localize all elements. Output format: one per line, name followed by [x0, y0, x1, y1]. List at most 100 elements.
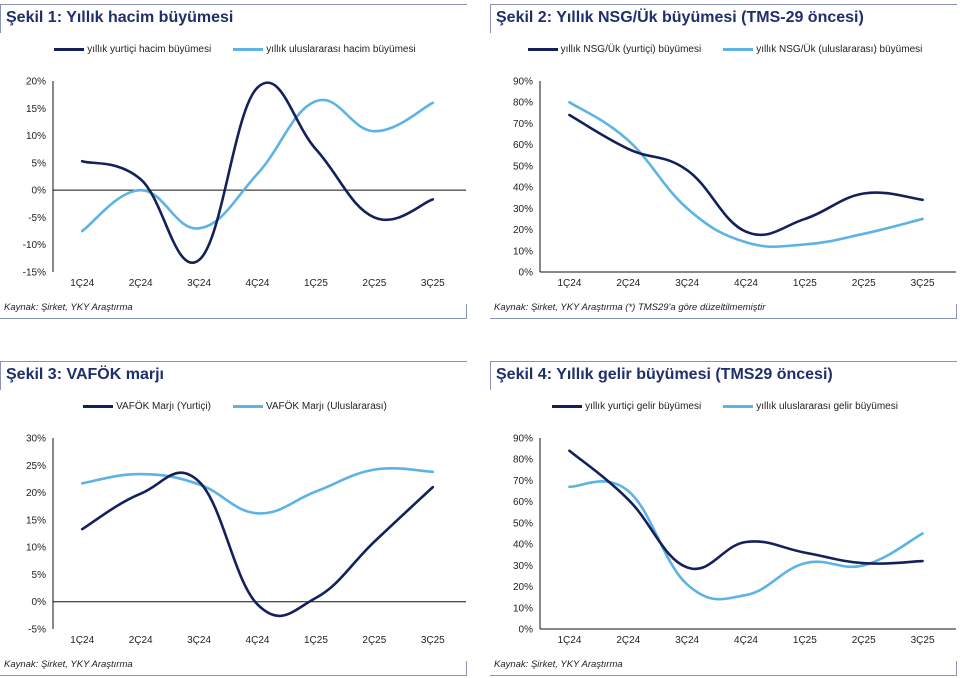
- legend-item-domestic: VAFÖK Marjı (Yurtiçi): [83, 401, 211, 412]
- y-tick-label: -5%: [28, 213, 46, 224]
- chart-panel-1: Şekil 1: Yıllık hacim büyümesi yıllık yu…: [0, 0, 470, 320]
- chart-source: Kaynak: Şirket, YKY Araştırma (*) TMS29'…: [494, 302, 766, 313]
- y-tick-label: 90%: [513, 434, 533, 445]
- series-line-international: [568, 100, 924, 248]
- y-tick-label: 70%: [513, 476, 533, 487]
- x-tick-label: 3Ç24: [187, 278, 211, 289]
- x-tick-label: 3Ç25: [911, 278, 935, 289]
- series-line-international: [80, 98, 435, 233]
- title-frame: [0, 361, 467, 390]
- x-tick-label: 1Ç25: [304, 635, 328, 646]
- chart-legend: yıllık NSG/Ük (yurtiçi) büyümesi yıllık …: [490, 44, 960, 55]
- y-tick-label: -15%: [23, 268, 46, 279]
- legend-label: yıllık NSG/Ük (uluslararası) büyümesi: [756, 44, 923, 55]
- x-tick-label: 3Ç24: [675, 635, 699, 646]
- legend-swatch-international: [232, 405, 263, 408]
- chart-legend: VAFÖK Marjı (Yurtiçi) VAFÖK Marjı (Ulusl…: [0, 401, 470, 412]
- y-tick-label: 60%: [513, 497, 533, 508]
- x-tick-label: 4Ç24: [734, 635, 758, 646]
- legend-item-international: yıllık NSG/Ük (uluslararası) büyümesi: [723, 44, 922, 55]
- chart-title: Şekil 4: Yıllık gelir büyümesi (TMS29 ön…: [496, 366, 833, 383]
- chart-title: Şekil 2: Yıllık NSG/Ük büyümesi (TMS-29 …: [496, 9, 864, 26]
- chart-title: Şekil 3: VAFÖK marjı: [6, 366, 164, 383]
- legend-label: VAFÖK Marjı (Uluslararası): [265, 401, 387, 412]
- chart-plot: 20% 15% 10% 5% 0% -5% -10% -15% 1Ç24 2Ç24 3Ç24 4Ç24…: [23, 77, 466, 289]
- x-tick-label: 4Ç24: [246, 278, 270, 289]
- chart-plot: 30% 25% 20% 15% 10% 5% 0% -5% 1Ç24 2Ç24 3Ç24 4Ç24 1Ç…: [26, 434, 466, 646]
- source-frame: [0, 304, 467, 319]
- x-tick-label: 2Ç24: [129, 635, 153, 646]
- x-tick-label: 3Ç24: [187, 635, 211, 646]
- y-tick-label: 25%: [26, 461, 46, 472]
- x-tick-label: 2Ç25: [362, 278, 386, 289]
- x-tick-label: 1Ç24: [557, 635, 581, 646]
- series-line-domestic: [80, 81, 435, 264]
- legend-swatch-domestic: [527, 48, 558, 51]
- source-frame: [0, 661, 467, 676]
- series-line-international: [568, 480, 924, 601]
- y-tick-label: 0%: [32, 597, 47, 608]
- legend-item-domestic: yıllık yurtiçi gelir büyümesi: [552, 401, 701, 412]
- y-tick-label: 30%: [513, 204, 533, 215]
- y-tick-label: 0%: [519, 625, 534, 636]
- chart-panel-3: Şekil 3: VAFÖK marjı VAFÖK Marjı (Yurtiç…: [0, 357, 470, 677]
- y-tick-label: 80%: [513, 455, 533, 466]
- title-frame: [0, 4, 467, 33]
- x-tick-label: 3Ç25: [911, 635, 935, 646]
- chart-panel-2: Şekil 2: Yıllık NSG/Ük büyümesi (TMS-29 …: [490, 0, 960, 320]
- legend-label: yıllık uluslararası gelir büyümesi: [756, 401, 898, 412]
- x-tick-label: 2Ç24: [129, 278, 153, 289]
- y-tick-label: 30%: [513, 561, 533, 572]
- x-tick-label: 3Ç25: [421, 635, 445, 646]
- y-tick-label: 10%: [26, 543, 46, 554]
- x-tick-label: 3Ç25: [421, 278, 445, 289]
- chart-plot: 90% 80% 70% 60% 50% 40% 30% 20% 10% 0% 1Ç24 2Ç24 3Ç2…: [513, 434, 956, 646]
- y-tick-label: 20%: [513, 582, 533, 593]
- chart-plot: 90% 80% 70% 60% 50% 40% 30% 20% 10% 0% 1Ç24 2Ç24 3Ç2…: [513, 77, 956, 289]
- x-tick-label: 1Ç24: [70, 278, 94, 289]
- x-tick-label: 1Ç24: [70, 635, 94, 646]
- series-line-domestic: [568, 449, 924, 571]
- legend-swatch-domestic: [552, 405, 583, 408]
- y-tick-label: 20%: [26, 77, 46, 88]
- x-tick-label: 2Ç25: [852, 278, 876, 289]
- legend-item-international: yıllık uluslararası gelir büyümesi: [723, 401, 898, 412]
- y-tick-label: 50%: [513, 161, 533, 172]
- chart-legend: yıllık yurtiçi hacim büyümesi yıllık ulu…: [0, 44, 470, 55]
- y-tick-label: 10%: [513, 603, 533, 614]
- legend-item-international: yıllık uluslararası hacim büyümesi: [233, 44, 416, 55]
- title-frame: [490, 361, 957, 390]
- legend-swatch-international: [723, 405, 754, 408]
- y-tick-label: 10%: [513, 246, 533, 257]
- x-tick-label: 2Ç25: [362, 635, 386, 646]
- x-tick-label: 2Ç24: [616, 278, 640, 289]
- legend-swatch-international: [233, 48, 264, 51]
- x-tick-label: 4Ç24: [734, 278, 758, 289]
- chart-source: Kaynak: Şirket, YKY Araştırma: [494, 659, 623, 670]
- legend-item-international: VAFÖK Marjı (Uluslararası): [232, 401, 387, 412]
- series-line-domestic: [80, 471, 435, 618]
- y-tick-label: 40%: [513, 540, 533, 551]
- x-tick-label: 2Ç24: [616, 635, 640, 646]
- y-tick-label: 10%: [26, 131, 46, 142]
- y-tick-label: 20%: [26, 488, 46, 499]
- legend-label: yıllık yurtiçi gelir büyümesi: [585, 401, 702, 412]
- source-frame: [490, 661, 957, 676]
- x-tick-label: 3Ç24: [675, 278, 699, 289]
- y-tick-label: 50%: [513, 518, 533, 529]
- y-tick-label: 70%: [513, 119, 533, 130]
- legend-swatch-domestic: [83, 405, 114, 408]
- y-tick-label: 15%: [26, 515, 46, 526]
- chart-title: Şekil 1: Yıllık hacim büyümesi: [6, 9, 234, 26]
- chart-source: Kaynak: Şirket, YKY Araştırma: [4, 659, 133, 670]
- legend-item-domestic: yıllık yurtiçi hacim büyümesi: [54, 44, 211, 55]
- chart-panel-4: Şekil 4: Yıllık gelir büyümesi (TMS29 ön…: [490, 357, 960, 677]
- y-tick-label: 0%: [32, 186, 47, 197]
- y-tick-label: 40%: [513, 183, 533, 194]
- y-tick-label: 5%: [32, 158, 47, 169]
- chart-legend: yıllık yurtiçi gelir büyümesi yıllık ulu…: [490, 401, 960, 412]
- series-line-international: [80, 466, 435, 515]
- legend-swatch-international: [723, 48, 754, 51]
- x-tick-label: 1Ç25: [793, 278, 817, 289]
- legend-label: yıllık NSG/Ük (yurtiçi) büyümesi: [560, 44, 702, 55]
